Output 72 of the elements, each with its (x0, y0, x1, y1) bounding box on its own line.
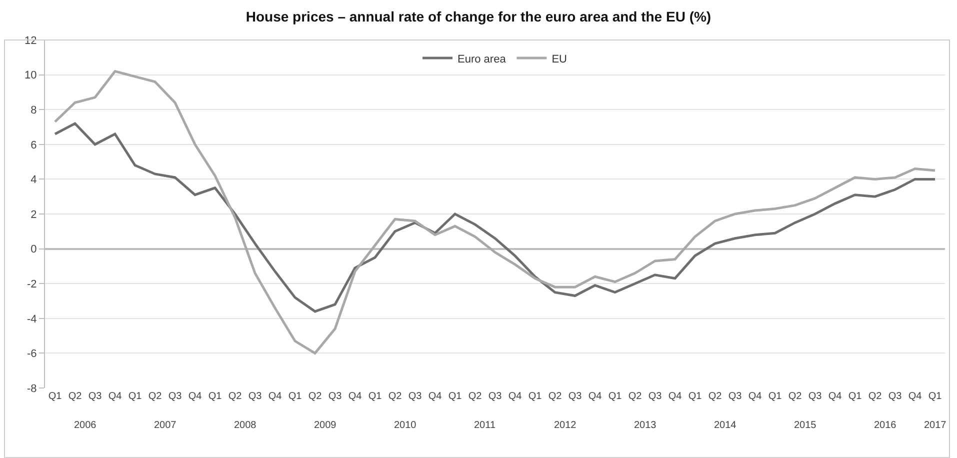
x-tick-label: Q1 (288, 391, 302, 402)
x-tick-label: Q4 (588, 391, 602, 402)
x-tick-label: Q3 (808, 391, 822, 402)
x-tick-label: Q4 (348, 391, 362, 402)
x-tick-label: Q3 (888, 391, 902, 402)
x-tick-label: Q2 (628, 391, 642, 402)
x-tick-label: Q3 (728, 391, 742, 402)
x-tick-label: Q4 (828, 391, 842, 402)
x-tick-label: Q3 (248, 391, 262, 402)
text: 2007 (154, 420, 177, 431)
y-tick-label: 4 (30, 174, 37, 186)
x-tick-label: Q2 (228, 391, 242, 402)
x-tick-label: Q2 (68, 391, 82, 402)
x-tick-label: Q1 (448, 391, 462, 402)
y-tick-label: -8 (27, 382, 37, 395)
x-tick-label: Q3 (88, 391, 102, 402)
y-tick-label: -6 (27, 348, 37, 360)
x-tick-label: Q2 (388, 391, 402, 402)
y-tick-label: 2 (30, 208, 37, 221)
x-tick-label: Q3 (168, 391, 182, 402)
x-tick-label: Q1 (688, 391, 702, 402)
text: 2008 (234, 420, 257, 431)
x-tick-label: Q1 (208, 391, 222, 402)
text: 2017 (924, 420, 947, 431)
y-tick-label: 0 (30, 244, 37, 256)
x-tick-label: Q2 (868, 391, 882, 402)
x-tick-label: Q1 (48, 391, 62, 402)
y-tick-label: -4 (27, 313, 37, 326)
x-tick-label: Q1 (928, 391, 942, 402)
x-tick-label: Q2 (788, 391, 802, 402)
x-tick-label: Q4 (188, 391, 202, 402)
x-tick-label: Q4 (268, 391, 282, 402)
x-tick-label: Q1 (768, 391, 782, 402)
x-tick-label: Q2 (548, 391, 562, 402)
y-tick-label: 10 (24, 70, 37, 82)
text: 2014 (714, 420, 737, 431)
x-tick-label: Q3 (408, 391, 422, 402)
x-tick-label: Q2 (468, 391, 482, 402)
text: 2009 (314, 420, 337, 431)
x-tick-label: Q4 (908, 391, 922, 402)
legend-label: Euro area (458, 53, 507, 66)
x-tick-label: Q4 (748, 391, 762, 402)
x-tick-label: Q1 (528, 391, 542, 402)
x-tick-label: Q3 (328, 391, 342, 402)
text: 2015 (794, 420, 817, 431)
x-tick-label: Q4 (508, 391, 522, 402)
legend-label: EU (552, 53, 568, 66)
x-tick-label: Q2 (308, 391, 322, 402)
text: 2006 (74, 420, 97, 431)
line-series (54, 70, 936, 354)
x-tick-label: Q4 (428, 391, 442, 402)
x-tick-label: Q1 (608, 391, 622, 402)
line-series (54, 122, 936, 313)
text: 2010 (394, 420, 417, 431)
x-tick-label: Q4 (668, 391, 682, 402)
x-tick-label: Q1 (368, 391, 382, 402)
text: 2016 (874, 420, 897, 431)
y-tick-label: 8 (30, 104, 37, 116)
x-tick-label: Q3 (648, 391, 662, 402)
text: 2011 (474, 420, 496, 431)
x-tick-label: Q1 (848, 391, 862, 402)
x-tick-label: Q2 (148, 391, 162, 402)
chart-title: House prices – annual rate of change for the euro area and the EU (%) (246, 8, 712, 24)
y-tick-label: 6 (30, 139, 37, 152)
x-tick-label: Q1 (128, 391, 142, 402)
x-tick-label: Q3 (568, 391, 582, 402)
x-tick-label: Q2 (708, 391, 722, 402)
text: 2012 (554, 420, 577, 431)
text: 2013 (634, 420, 657, 431)
x-tick-label: Q4 (108, 391, 122, 402)
y-tick-label: -2 (27, 278, 37, 290)
x-tick-label: Q3 (488, 391, 502, 402)
